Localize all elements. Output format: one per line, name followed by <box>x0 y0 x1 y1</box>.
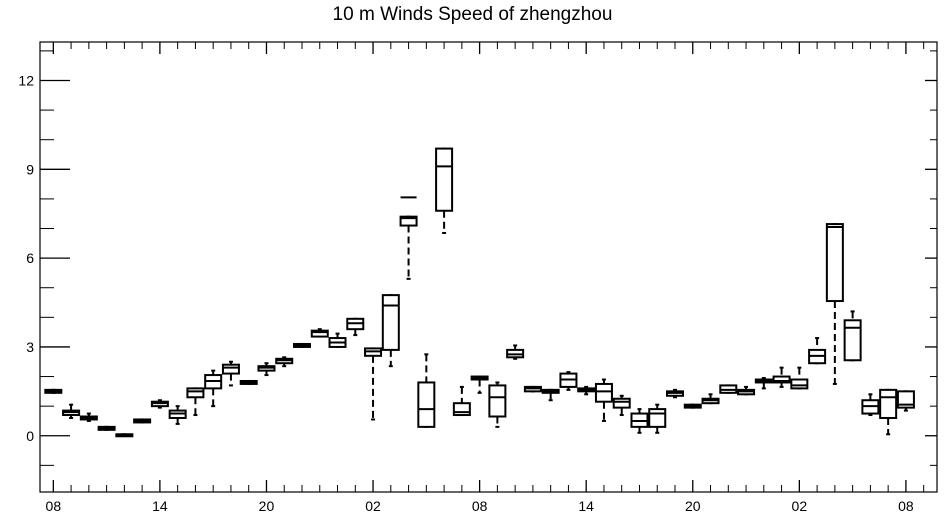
box-22 <box>435 147 454 234</box>
box-9 <box>204 369 223 408</box>
box-18 <box>364 347 383 421</box>
y-tick-label: 0 <box>26 428 34 444</box>
box-40 <box>754 377 773 390</box>
box-47 <box>879 388 898 436</box>
box-27 <box>523 385 542 393</box>
x-tick-label: 08 <box>46 498 62 514</box>
box-21 <box>417 353 436 428</box>
box-body <box>879 388 898 419</box>
box-32 <box>612 394 631 417</box>
box-series <box>44 147 915 438</box>
box-20 <box>399 215 418 280</box>
box-29 <box>559 371 578 391</box>
box-body <box>186 387 205 399</box>
box-42 <box>790 366 809 390</box>
box-body <box>221 363 240 375</box>
chart-title: 10 m Winds Speed of zhengzhou <box>332 4 613 25</box>
box-26 <box>506 344 525 360</box>
box-body <box>488 384 507 418</box>
box-16 <box>328 332 347 348</box>
box-1 <box>62 403 81 419</box>
box-31 <box>594 378 613 422</box>
box-2 <box>79 412 98 422</box>
box-35 <box>666 388 685 399</box>
box-24 <box>470 375 489 394</box>
box-25 <box>488 381 507 428</box>
box-45 <box>843 310 862 362</box>
box-12 <box>257 362 276 377</box>
box-body <box>790 378 809 390</box>
box-33 <box>630 408 649 434</box>
y-tick-label: 6 <box>26 250 34 266</box>
x-tick-label: 02 <box>792 498 808 514</box>
box-17 <box>346 317 365 337</box>
box-body <box>399 215 418 227</box>
box-43 <box>808 337 827 365</box>
x-tick-label: 14 <box>578 498 594 514</box>
box-body <box>381 294 400 351</box>
y-tick-label: 9 <box>26 161 34 177</box>
box-body <box>612 397 631 409</box>
box-23 <box>452 385 471 417</box>
box-48 <box>896 390 915 412</box>
box-body <box>435 147 454 212</box>
box-body <box>843 319 862 362</box>
x-tick-label: 14 <box>152 498 168 514</box>
box-body <box>417 381 436 428</box>
box-4 <box>115 433 134 438</box>
x-tick-label: 08 <box>472 498 488 514</box>
plot-frame <box>39 41 938 493</box>
box-28 <box>541 388 560 402</box>
box-11 <box>239 379 258 385</box>
box-15 <box>310 328 329 338</box>
box-8 <box>186 387 205 417</box>
box-10 <box>221 360 240 387</box>
box-body <box>825 223 844 303</box>
y-axis: 0 3 6 9 12 <box>18 50 937 466</box>
x-axis: 08 14 20 02 08 14 20 02 08 <box>46 42 925 514</box>
box-41 <box>772 366 791 388</box>
box-body <box>772 375 791 384</box>
box-37 <box>701 393 720 405</box>
box-7 <box>168 405 187 425</box>
box-13 <box>275 356 294 368</box>
box-30 <box>577 385 596 396</box>
box-6 <box>150 399 169 409</box>
y-tick-label: 12 <box>18 72 34 88</box>
box-34 <box>648 403 667 434</box>
y-tick-label: 3 <box>26 339 34 355</box>
box-39 <box>737 385 756 396</box>
box-body <box>648 408 667 428</box>
box-body <box>452 402 471 417</box>
box-14 <box>292 342 311 348</box>
box-19 <box>381 294 400 368</box>
x-tick-label: 20 <box>685 498 701 514</box>
box-5 <box>133 418 152 424</box>
box-44 <box>825 223 844 385</box>
x-tick-label: 20 <box>259 498 275 514</box>
box-body <box>594 382 613 403</box>
box-3 <box>97 425 116 431</box>
box-36 <box>683 403 702 409</box>
box-0 <box>44 388 63 394</box>
box-38 <box>719 384 738 394</box>
x-tick-label: 02 <box>365 498 381 514</box>
box-46 <box>861 393 880 417</box>
box-body <box>896 390 915 409</box>
x-tick-label: 08 <box>898 498 914 514</box>
box-body <box>310 329 329 338</box>
